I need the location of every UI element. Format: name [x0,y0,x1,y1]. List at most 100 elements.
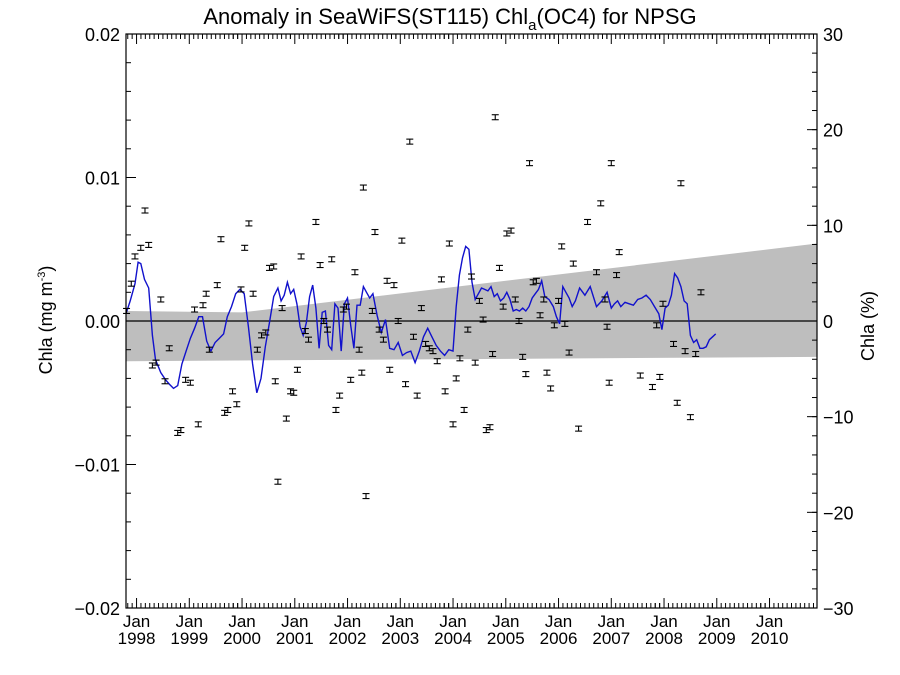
x-tick-year-label: 2004 [434,629,472,648]
x-tick-year-label: 2009 [698,629,736,648]
anomaly-point [406,138,414,145]
anomaly-point [297,253,305,260]
anomaly-point [692,350,700,358]
anomaly-point [499,303,507,310]
anomaly-point [468,273,475,280]
anomaly-point [177,427,185,434]
right-tick-label: −10 [823,408,854,428]
anomaly-point [489,350,497,358]
anomaly-point [425,345,433,352]
left-axis-label: Chla (mg m-3) [36,266,56,375]
anomaly-point [312,218,320,226]
anomaly-point [398,237,406,244]
anomaly-point [613,272,621,279]
anomaly-point [332,406,340,414]
right-tick-label: 20 [823,121,843,141]
anomaly-point [199,302,207,309]
anomaly-point [258,332,266,339]
anomaly-point [605,379,613,386]
x-tick-month-label: Jan [281,612,308,631]
anomaly-point [547,385,555,392]
x-tick-month-label: Jan [123,612,150,631]
anomaly-point [686,414,694,421]
anomaly-point [656,373,664,381]
right-tick-label: −30 [823,599,854,619]
right-tick-label: 10 [823,216,843,236]
anomaly-point [347,376,355,383]
anomaly-point [575,425,583,432]
anomaly-point [482,427,490,434]
anomaly-point [536,312,544,319]
anomaly-point [422,340,430,348]
anomaly-point [540,296,548,303]
chart-title-subscript: a [528,17,537,34]
x-tick-year-label: 2003 [381,629,419,648]
anomaly-point [460,406,468,414]
anomaly-point [368,307,376,315]
anomaly-point [253,346,261,353]
anomaly-point [241,244,249,251]
anomaly-point [293,366,301,373]
anomaly-point [165,345,173,352]
x-tick-year-label: 2010 [751,629,789,648]
anomaly-point [479,316,487,323]
anomaly-point [342,303,350,310]
anomaly-point [233,401,241,408]
anomaly-point [456,355,464,362]
x-tick-month-label: Jan [756,612,783,631]
anomaly-point [229,388,237,395]
anomaly-point [607,160,615,167]
x-tick-month-label: Jan [387,612,414,631]
anomaly-point [413,392,421,399]
anomaly-point [359,184,367,191]
anomaly-point [648,383,656,391]
anomaly-point [464,326,472,333]
anomaly-point [271,378,279,385]
anomaly-point [245,220,253,227]
anomaly-point [137,244,145,251]
anomaly-point [584,218,592,226]
anomaly-point [351,269,359,276]
anomaly-point [371,228,379,236]
anomaly-point [145,241,153,248]
anomaly-point [670,340,678,348]
axis-ticks-layer: 0.020.010.00−0.01−0.023020100−10−20−30Ja… [74,25,853,648]
anomaly-point [555,297,563,304]
anomaly-point [495,264,503,271]
anomaly-point [390,282,398,289]
anomaly-point [511,296,519,303]
anomaly-point [491,114,499,121]
anomaly-point [127,280,135,287]
x-tick-month-label: Jan [650,612,677,631]
anomaly-point [486,424,494,431]
anomaly-point [558,243,566,250]
anomaly-point [316,261,324,269]
anomaly-points-layer [123,114,705,500]
anomaly-point [278,305,286,312]
anomaly-point [402,381,410,388]
anomaly-point [305,336,313,343]
anomaly-point [601,296,609,303]
anomaly-point [194,421,202,428]
x-tick-month-label: Jan [176,612,203,631]
anomaly-point [205,346,213,353]
anomaly-point [529,279,537,286]
x-tick-year-label: 1999 [170,629,208,648]
anomaly-point [355,346,363,353]
anomaly-point [323,326,331,333]
anomaly-point [471,359,479,366]
running-mean-line-layer [125,245,717,393]
anomaly-point [148,362,156,369]
anomaly-point [659,300,667,307]
anomaly-point [550,322,558,329]
x-tick-year-label: 2001 [276,629,314,648]
anomaly-point [569,260,577,267]
left-tick-label: 0.00 [85,312,120,332]
anomaly-point [287,388,295,395]
x-tick-year-label: 2002 [329,629,367,648]
anomaly-point [217,236,225,243]
chart-title-tail: (OC4) for NPSG [537,4,697,29]
anomaly-point [543,369,551,376]
anomaly-point [697,289,705,296]
